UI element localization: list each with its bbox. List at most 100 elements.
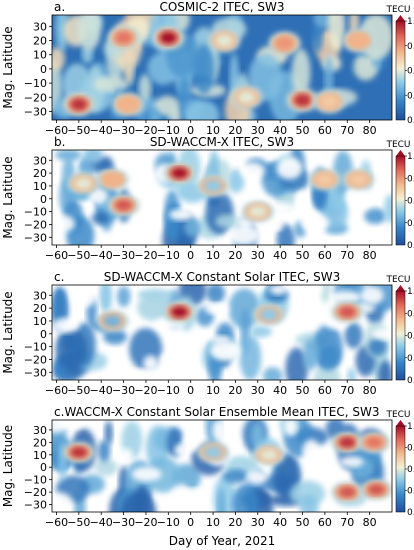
y-tick-label: −10 [24,206,47,219]
hotspot-10 [237,90,256,104]
contour-patch [184,99,220,120]
contour-patch [285,347,308,380]
colorbar-tick-label: 0.8 [407,444,414,454]
contour-gap [339,456,364,468]
contour-patch [217,488,226,512]
axes-frame [51,419,393,513]
y-tick-label: 30 [33,154,47,167]
y-tick-label: −20 [24,218,47,231]
y-tick-label: 30 [33,20,47,33]
contour-gap [212,420,225,442]
colorbar-tick-label: 0.2 [407,116,414,126]
y-tick-label: 10 [33,180,47,193]
y-tick-label: 10 [33,449,47,462]
colorbar-tick-label: 0.8 [407,174,414,184]
hotspot-6 [349,173,368,186]
y-tick-label: 0 [40,63,47,76]
colorbar-tick-label: 0.6 [407,332,414,342]
x-tick-label: 20 [228,516,242,529]
y-tick-label: 0 [40,461,47,474]
contour-gap [168,208,194,221]
x-tick-label: 20 [228,249,242,262]
y-tick-label: 0 [40,193,47,206]
contour-patch [91,211,110,225]
hotspot-7 [248,205,267,218]
contour-gap [371,328,392,341]
x-tick-label: 40 [273,249,287,262]
contour-patch [183,219,201,237]
contour-patch [97,439,111,463]
contour-gap [276,157,303,180]
colorbar-unit: TECU [385,275,410,285]
contour-patch [262,367,283,380]
x-tick-label: 30 [251,384,265,397]
contour-gap [345,186,373,209]
contour-patch [249,325,273,338]
contour-gap [131,466,162,482]
colorbar-tick-label: 1.0 [407,422,414,432]
x-tick-label: −60 [45,124,68,137]
contour-patch [313,324,343,371]
contour-patch [103,328,127,345]
contour-patch [55,150,82,161]
x-tick-label: −60 [45,249,68,262]
hotspot-9 [215,34,234,47]
x-tick-label: 70 [340,249,354,262]
colorbar-tick-label: 0.4 [407,91,414,101]
hotspot-2 [159,31,178,45]
hotspot-4 [74,177,93,190]
y-tick-label: −10 [24,77,47,90]
contour-gap [134,195,161,219]
contour-gap [210,340,242,361]
panel-letter: a. [54,0,65,14]
contour-patch [344,322,363,349]
y-tick-label: −20 [24,353,47,366]
y-tick-label: 20 [33,302,47,315]
contour-patch [331,191,348,211]
contour-gap [55,215,75,232]
x-tick-label: −30 [112,124,135,137]
contour-gap [143,355,159,372]
x-tick-label: −30 [112,384,135,397]
x-tick-label: 60 [318,384,332,397]
hotspot-6 [260,449,278,461]
colorbar: 1.0 0.8 0.6 0.4 0.2 TECU [385,410,414,518]
y-tick-label: 20 [33,167,47,180]
contour-gap [181,432,203,451]
x-tick-label: 50 [296,516,310,529]
hotspot-5 [367,484,386,496]
y-tick-label: −20 [24,91,47,104]
colorbar: 1.0 0.8 0.6 0.4 0.2 TECU [385,140,414,251]
contour-patch [116,285,131,308]
heatmap-panel-3: SD-WACCM-X Constant Solar ITEC, SW3c.302… [1,270,414,397]
colorbar-tick-label: 0.6 [407,197,414,207]
contour-gap [121,225,144,236]
contour-patch [149,108,161,120]
contour-gap [174,443,188,457]
contour-patch [206,285,225,304]
x-tick-label: −50 [67,124,90,137]
hotspot-2 [338,436,357,448]
contour-gap [228,225,260,245]
x-tick-label: 80 [363,384,377,397]
panel-title: SD-WACCM-X Constant Solar ITEC, SW3 [104,270,341,284]
x-tick-label: 10 [206,516,220,529]
y-tick-label: −20 [24,486,47,499]
contour-gap [109,361,127,371]
hotspot-3 [114,31,133,45]
contour-patch [53,287,66,327]
hotspot-6 [275,37,294,50]
x-tick-label: −60 [45,516,68,529]
hotspot-4 [103,315,122,327]
colorbar-unit: TECU [385,140,410,150]
contour-patch [302,339,319,371]
contour-gap [204,303,230,315]
x-tick-label: −30 [112,516,135,529]
colorbar-unit: TECU [385,5,410,15]
contour-patch [299,494,319,512]
x-tick-label: 40 [273,384,287,397]
colorbar: 1.0 0.8 0.6 0.4 0.2 TECU [385,5,414,126]
heatmap-field [52,150,392,245]
hotspot-4 [338,486,357,498]
colorbar-tick-label: 1.0 [407,152,414,162]
